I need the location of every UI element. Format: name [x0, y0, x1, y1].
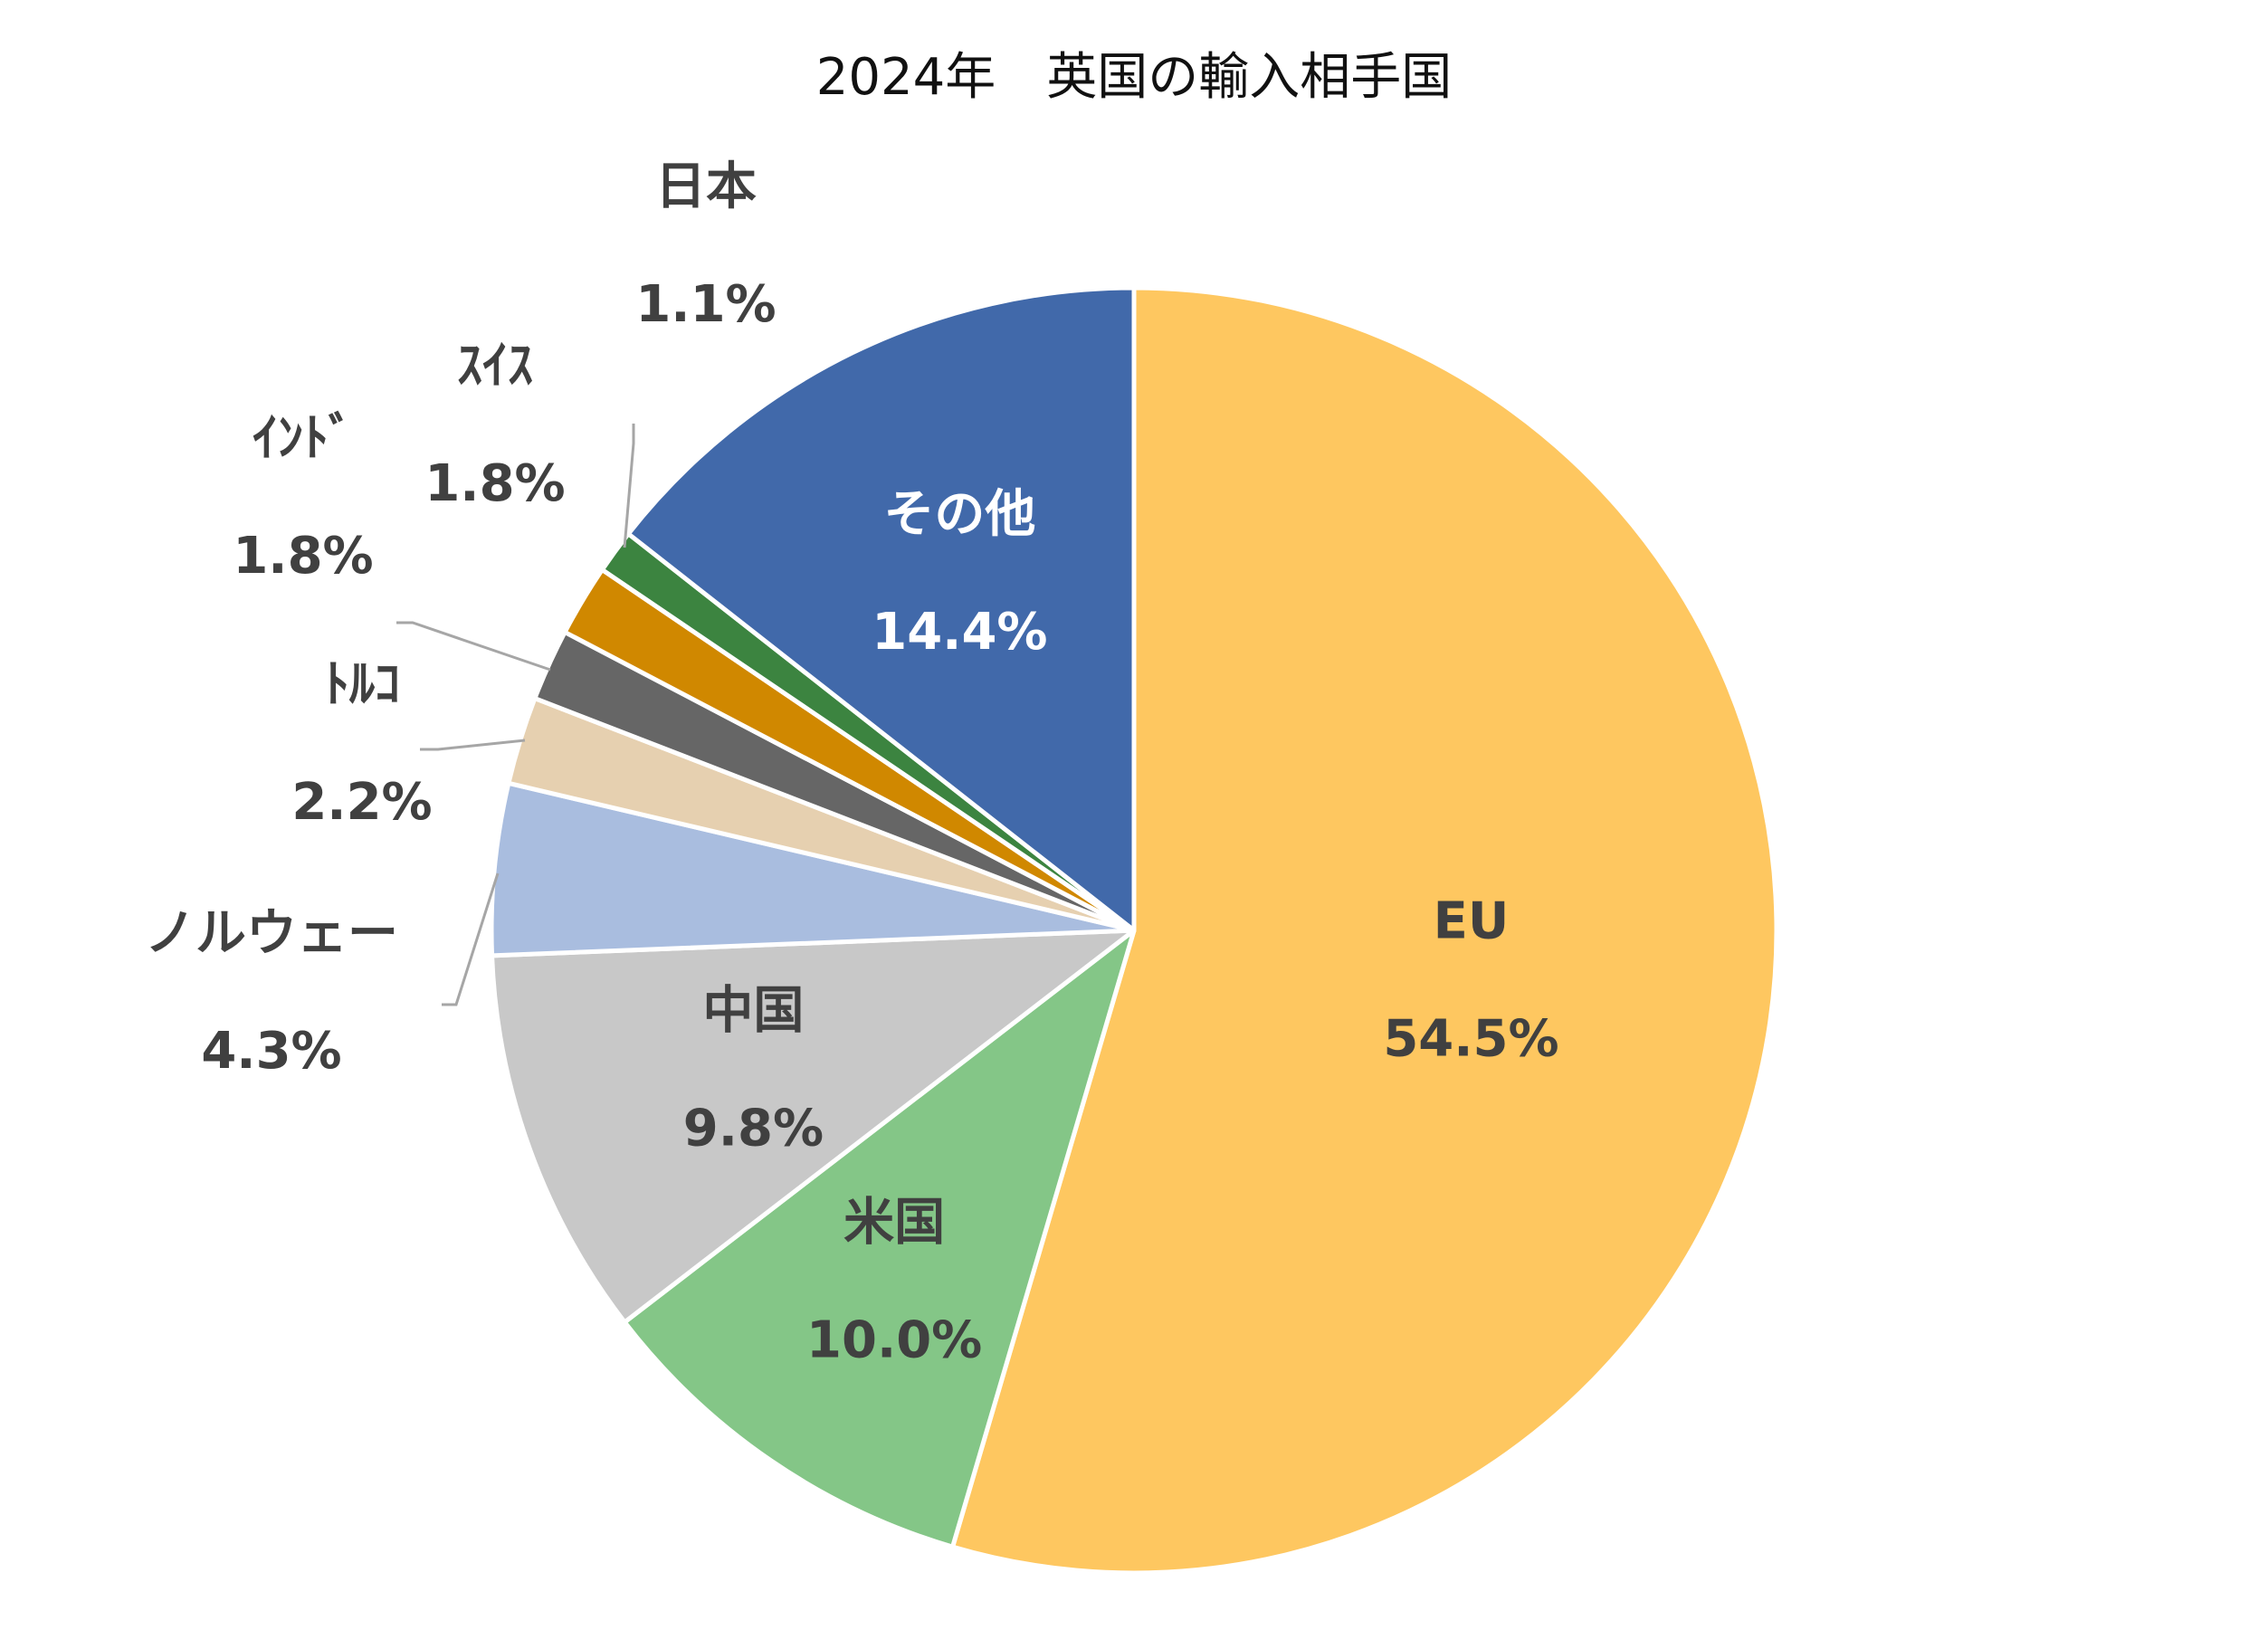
slice-8-value-label: 14.4%	[872, 603, 1047, 662]
slice-1	[622, 928, 1137, 1549]
slice-0-category-label: EU	[1434, 892, 1510, 951]
slice-0	[950, 285, 1779, 1576]
slice-3	[489, 780, 1137, 958]
slice-6-category-label: ｽｲｽ	[457, 337, 533, 396]
slice-5-value-label: 1.8%	[233, 527, 373, 586]
chart-title: 2024年 英国の輸入相手国	[816, 48, 1453, 107]
slice-7-value-label: 1.1%	[635, 275, 776, 334]
leader-line-7	[623, 424, 635, 548]
slice-4-value-label: 2.2%	[291, 773, 432, 832]
slice-8	[625, 285, 1137, 933]
slice-2	[490, 928, 1137, 1325]
slice-1-value-label: 10.0%	[806, 1311, 982, 1370]
slice-7-category-label: 日本	[655, 157, 757, 216]
slice-3-category-label: ノルウェー	[145, 904, 398, 963]
slice-1-category-label: 米国	[843, 1194, 945, 1253]
slice-2-category-label: 中国	[702, 981, 804, 1040]
leader-line-4	[420, 739, 526, 751]
leader-line-5	[396, 621, 551, 672]
slice-5-category-label: ｲﾝﾄﾞ	[253, 409, 354, 468]
slice-0-value-label: 54.5%	[1383, 1010, 1558, 1069]
slice-4-category-label: ﾄﾙｺ	[324, 655, 400, 714]
slice-6-value-label: 1.8%	[424, 454, 565, 513]
slice-3-value-label: 4.3%	[201, 1022, 341, 1081]
pie-slices	[489, 285, 1779, 1576]
leader-line-3	[442, 872, 500, 1006]
slice-8-category-label: その他	[883, 485, 1035, 544]
slice-labels: EU 54.5% 米国 10.0% 中国 9.8% ノルウェー 4.3% ﾄﾙｺ 2.2% ｲﾝﾄﾞ…	[145, 157, 1559, 1370]
slice-2-value-label: 9.8%	[683, 1099, 824, 1158]
leader-lines	[396, 424, 635, 1006]
